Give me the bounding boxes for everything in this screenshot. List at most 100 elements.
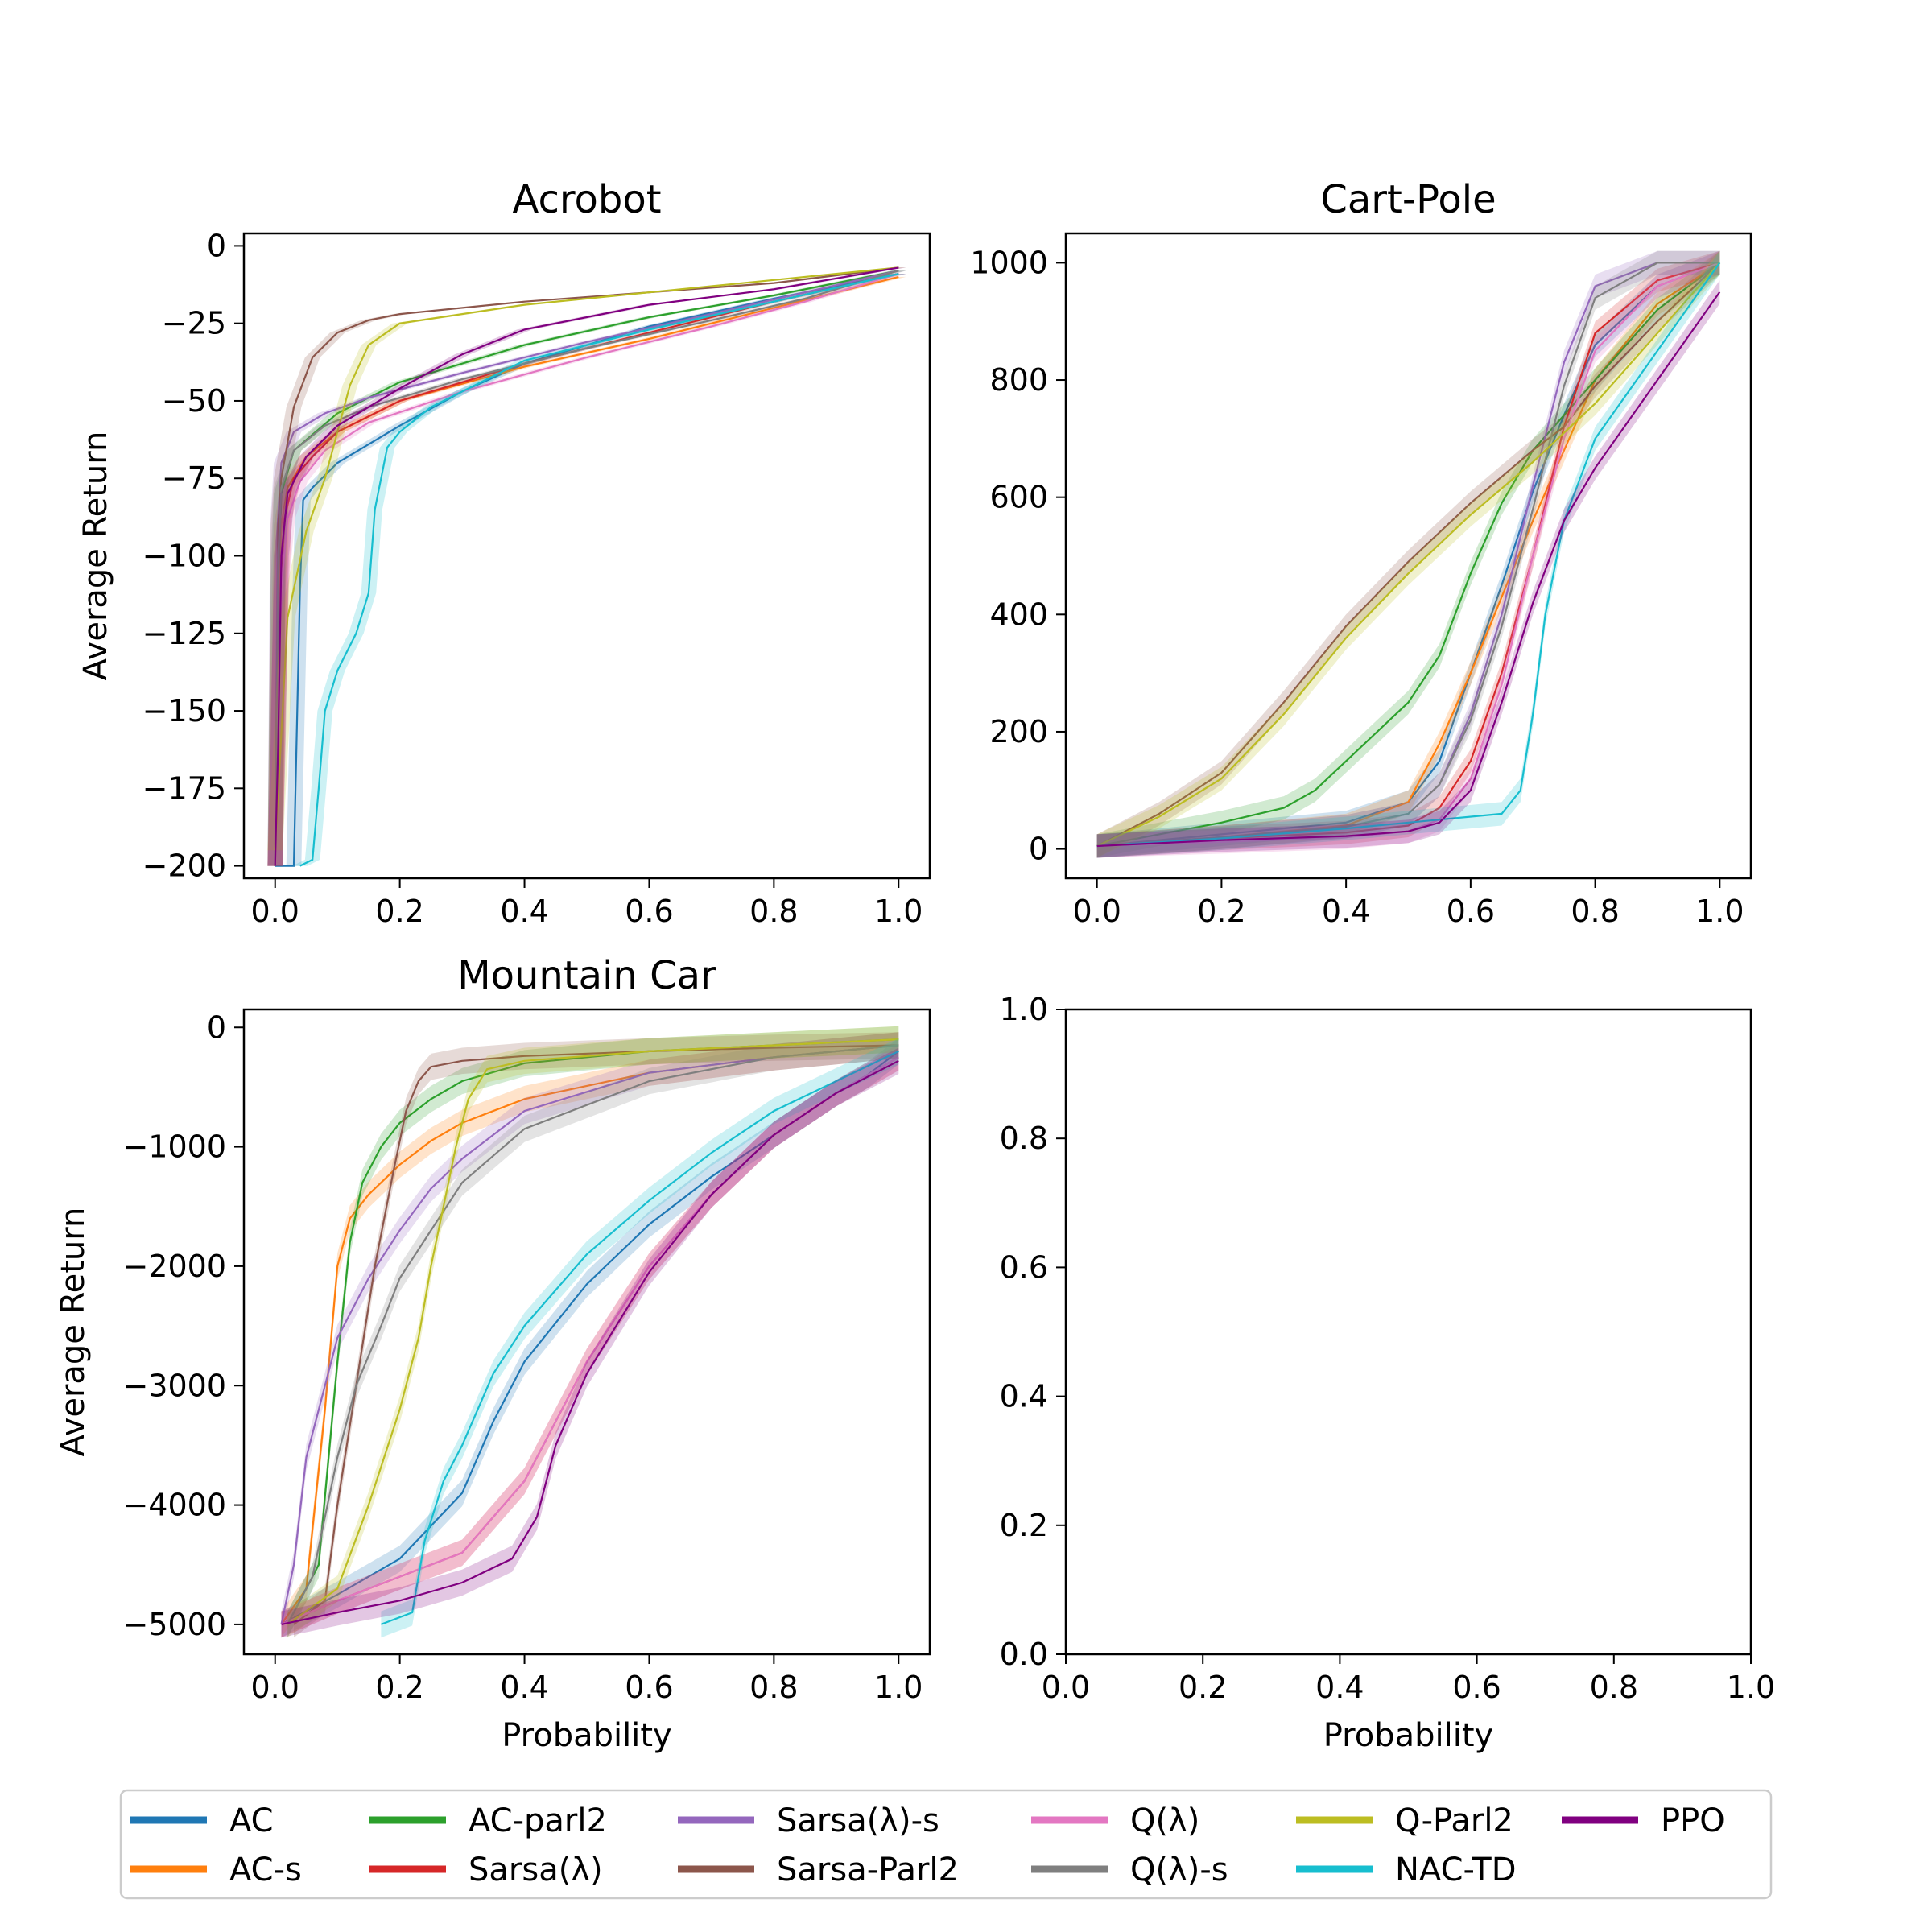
axes-frame [242, 1008, 931, 1656]
y-tick-label: −75 [162, 460, 226, 496]
series-line-ppo [281, 1059, 899, 1625]
x-tick-label: 0.4 [500, 1670, 548, 1705]
y-tick-label: −200 [142, 848, 226, 884]
y-tick-label: 200 [989, 714, 1048, 749]
y-tick-label: 1000 [970, 245, 1048, 280]
y-tick-label: 0 [207, 1009, 226, 1045]
x-tick-label: 0.6 [625, 1670, 673, 1705]
legend-item-ppo: PPO [1562, 1802, 1725, 1839]
legend-label: Sarsa-Parl2 [777, 1852, 959, 1889]
legend-item-q-s: Q(λ)-s [1031, 1852, 1228, 1889]
series-line-nac-td [381, 1050, 899, 1625]
y-tick-label: −100 [142, 539, 226, 574]
legend-label: Q(λ)-s [1130, 1852, 1228, 1889]
legend-label: Sarsa(λ) [469, 1852, 603, 1889]
plot-area [280, 1026, 899, 1638]
series-line-q-parl2 [1096, 262, 1721, 847]
legend-item-q: Q(λ) [1031, 1802, 1199, 1839]
legend-item-nac-td: NAC-TD [1296, 1852, 1517, 1889]
x-tick-label: 0.2 [375, 1670, 423, 1705]
x-axis-label: Probability [502, 1717, 671, 1754]
subplots: 0.0 0.2 0.4 0.6 0.8 1.0 0 −25 −50 −75 −100 −125 −150… [55, 177, 1775, 1754]
y-tick-label: −4000 [122, 1488, 226, 1523]
x-tick-label: 0.4 [500, 894, 548, 929]
legend-item-ac: AC [130, 1802, 274, 1839]
series-line-q-parl2 [287, 1038, 899, 1625]
series-line-q-parl2 [274, 266, 899, 851]
axes-frame [1064, 232, 1752, 880]
x-tick-label: 1.0 [874, 894, 923, 929]
x-tick-label: 0.4 [1315, 1670, 1364, 1705]
x-tick-label: 0.2 [375, 894, 423, 929]
y-axis-label: Average Return [55, 1208, 92, 1457]
x-tick-label: 0.6 [625, 894, 673, 929]
legend-item-ac-s: AC-s [130, 1852, 302, 1889]
x-tick-label: 0.2 [1197, 894, 1245, 929]
series-line-q-s [1096, 262, 1720, 848]
y-tick-label: 0.0 [1000, 1637, 1048, 1672]
legend: AC AC-s AC-parl2 Sarsa(λ) Sarsa(λ)-s Sarsa-Pa… [119, 1789, 1773, 1900]
series-line-nac-td [299, 273, 899, 867]
chart-title: Cart-Pole [1320, 177, 1496, 222]
chart-title: Acrobot [512, 177, 661, 222]
legend-label: AC-s [229, 1852, 302, 1889]
legend-label: NAC-TD [1395, 1852, 1517, 1889]
legend-item-q-parl2: Q-Parl2 [1296, 1802, 1513, 1839]
legend-label: AC [229, 1802, 274, 1839]
x-tick-label: 0.8 [749, 1670, 798, 1705]
legend-item-sarsa-s: Sarsa(λ)-s [678, 1802, 939, 1839]
y-tick-label: 0 [1029, 832, 1048, 867]
axes-frame [1064, 1008, 1752, 1656]
y-tick-label: 800 [989, 362, 1048, 398]
plot-area [267, 266, 906, 867]
x-tick-label: 0.0 [1072, 894, 1121, 929]
legend-label: Q(λ) [1130, 1802, 1199, 1839]
y-axis-label: Average Return [77, 431, 114, 681]
series-line-ppo [274, 266, 899, 866]
x-tick-label: 0.8 [1571, 894, 1619, 929]
series-line-ac [1096, 262, 1720, 848]
y-tick-label: −2000 [122, 1249, 226, 1284]
x-tick-label: 0.2 [1179, 1670, 1227, 1705]
plot-area [1096, 250, 1721, 858]
series-line-q-s [287, 1044, 899, 1625]
x-tick-label: 0.8 [1590, 1670, 1638, 1705]
series-line-ppo [1096, 291, 1721, 848]
y-tick-label: −25 [162, 306, 226, 341]
band-q [281, 1044, 899, 1638]
band-ac-parl2 [1096, 250, 1720, 858]
x-tick-label: 1.0 [1695, 894, 1744, 929]
y-tick-label: −5000 [122, 1607, 226, 1642]
x-tick-label: 0.8 [749, 894, 798, 929]
x-tick-label: 1.0 [874, 1670, 923, 1705]
x-tick-label: 0.0 [1042, 1670, 1090, 1705]
legend-item-ac-parl2: AC-parl2 [369, 1802, 607, 1839]
subplot-mountain-car: 0.0 0.2 0.4 0.6 0.8 1.0 0 −1000 −2000 −3000 −4000 −… [55, 953, 931, 1754]
legend-label: Q-Parl2 [1395, 1802, 1513, 1839]
y-tick-label: −1000 [122, 1129, 226, 1165]
legend-label: PPO [1661, 1802, 1725, 1839]
y-tick-label: 0.2 [1000, 1508, 1048, 1543]
chart-title: Mountain Car [457, 953, 716, 998]
x-tick-label: 0.0 [251, 894, 299, 929]
y-tick-label: 0.8 [1000, 1121, 1048, 1156]
y-tick-label: −50 [162, 383, 226, 419]
subplot-cart-pole: 0.0 0.2 0.4 0.6 0.8 1.0 0 200 400 600 800 1000 Cart-… [970, 177, 1752, 929]
subplot-empty: 0.0 0.2 0.4 0.6 0.8 1.0 0.0 0.2 0.4 0.6 0.8 1.0 Prob… [1000, 992, 1776, 1754]
y-tick-label: 400 [989, 597, 1048, 632]
y-tick-label: −150 [142, 693, 226, 729]
legend-item-sarsa: Sarsa(λ) [369, 1852, 603, 1889]
x-tick-label: 0.4 [1322, 894, 1370, 929]
series-line-sarsa-parl2 [1096, 262, 1721, 847]
y-tick-label: 600 [989, 480, 1048, 515]
band-sarsa [281, 1044, 899, 1638]
legend-label: Sarsa(λ)-s [777, 1802, 939, 1839]
y-tick-label: 0.4 [1000, 1379, 1048, 1414]
series-line-sarsa-s [274, 270, 899, 866]
x-tick-label: 0.6 [1452, 1670, 1501, 1705]
series-line-sarsa-s [280, 1044, 899, 1625]
legend-label: AC-parl2 [469, 1802, 607, 1839]
band-ac [281, 1038, 899, 1638]
x-tick-label: 1.0 [1727, 1670, 1775, 1705]
